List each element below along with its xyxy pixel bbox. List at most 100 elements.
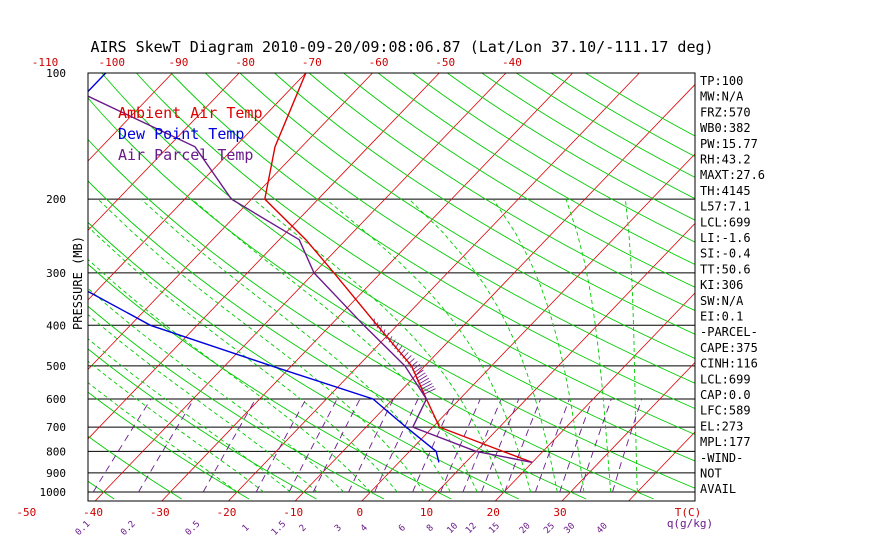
isotherm (494, 292, 695, 501)
isotherm (228, 73, 640, 501)
mixing-ratio-line (92, 398, 152, 493)
index-item: RH:43.2 (700, 153, 751, 167)
plot-frame (87, 72, 696, 502)
dry-adiabat (481, 73, 695, 200)
dry-adiabat (88, 180, 587, 500)
dry-adiabat (88, 138, 654, 500)
pressure-tick-label: 800 (46, 445, 66, 458)
mixing-ratio-label: 0.5 (184, 519, 203, 538)
moist-adiabat (325, 198, 532, 493)
moist-adiabat (565, 198, 612, 493)
bottom-temp-tick-label: -30 (150, 506, 170, 519)
pressure-tick-label: 700 (46, 421, 66, 434)
moist-adiabat (88, 287, 345, 493)
index-item: LFC:589 (700, 404, 751, 418)
index-item: TH:4145 (700, 184, 751, 198)
index-item: TT:50.6 (700, 262, 751, 276)
isotherm (88, 73, 240, 232)
bottom-temp-tick-label: -40 (83, 506, 103, 519)
bottom-temp-tick-label: 30 (553, 506, 566, 519)
mixing-ratio-label: 30 (563, 521, 578, 536)
cape-hatch (382, 329, 386, 336)
dry-adiabat (377, 73, 695, 266)
isotherm (561, 361, 695, 501)
dry-adiabat (412, 73, 695, 243)
isotherm (88, 73, 307, 301)
top-temp-tick-label: -100 (98, 56, 125, 69)
index-item: WB0:382 (700, 121, 751, 135)
index-item: KI:306 (700, 278, 743, 292)
dry-adiabat (239, 73, 695, 359)
dry-adiabat (88, 97, 695, 489)
moist-adiabat (624, 199, 638, 493)
moist-adiabat (252, 198, 505, 493)
bottom-temp-tick-label: 10 (420, 506, 433, 519)
series-ambient-air-temp (264, 73, 533, 464)
index-item: EI:0.1 (700, 310, 743, 324)
pressure-tick-label: 100 (46, 67, 66, 80)
top-temp-tick-label: -50 (435, 56, 455, 69)
top-temp-tick-label: -80 (235, 56, 255, 69)
index-item: AVAIL (700, 482, 736, 496)
mixing-ratio-label: 10 (445, 521, 460, 536)
legend-entry: Air Parcel Temp (118, 146, 253, 164)
cape-hatch (391, 339, 396, 346)
legend-entry: Ambient Air Temp (118, 104, 263, 122)
moist-adiabat (88, 338, 291, 493)
mixing-ratio-line (579, 398, 612, 493)
mixing-ratio-label: 0.1 (74, 519, 93, 538)
dry-adiabat (88, 263, 452, 500)
mixing-ratio-label: 8 (425, 523, 436, 534)
bottom-temp-tick-label: 0 (357, 506, 364, 519)
dry-adiabat (101, 73, 695, 462)
bottom-temp-tick-label: -50 (16, 506, 36, 519)
dry-adiabat (88, 348, 317, 500)
moist-adiabat (88, 258, 371, 493)
mixing-ratio-line (534, 398, 570, 493)
index-item: CAP:0.0 (700, 388, 751, 402)
cape-hatch (385, 332, 389, 340)
moist-adiabat (492, 198, 585, 493)
moist-adiabat (97, 198, 425, 493)
pressure-tick-label: 200 (46, 193, 66, 206)
dry-adiabat (170, 73, 695, 410)
chart-title: AIRS SkewT Diagram 2010-09-20/09:08:06.8… (90, 38, 713, 56)
mixing-ratio-label: 20 (518, 521, 533, 536)
top-temp-tick-label: -70 (302, 56, 322, 69)
index-item: MW:N/A (700, 90, 744, 104)
dry-adiabat (516, 73, 695, 178)
dry-adiabat (274, 73, 695, 335)
mixing-ratio-line (481, 398, 520, 493)
mixing-ratio-label: 40 (595, 521, 610, 536)
index-item: SI:-0.4 (700, 247, 751, 261)
temp-unit-label: T(C) (675, 506, 702, 519)
dry-adiabat (343, 73, 695, 288)
mixing-ratio-line (255, 398, 307, 493)
mixing-ratio-label: 3 (333, 523, 344, 534)
top-temp-tick-label: -40 (502, 56, 522, 69)
mixing-ratio-line (374, 398, 419, 493)
dry-adiabat (447, 73, 695, 221)
cape-hatch (420, 383, 433, 390)
index-item: MPL:177 (700, 435, 751, 449)
mixing-ratio-line (202, 398, 256, 493)
index-item: PW:15.77 (700, 137, 758, 151)
mixing-ratio-label: 25 (542, 521, 557, 536)
mixing-ratio-line (312, 398, 361, 493)
top-temp-tick-label: -60 (369, 56, 389, 69)
isotherm (88, 73, 173, 162)
dry-adiabat (550, 73, 695, 158)
mixing-ratio-label: 15 (487, 521, 502, 536)
series-air-parcel-temp (88, 95, 533, 464)
dry-adiabat (205, 73, 695, 384)
index-item: TP:100 (700, 74, 743, 88)
top-temp-tick-label: -90 (169, 56, 189, 69)
bottom-temp-tick-label: -10 (283, 506, 303, 519)
bottom-temp-tick-label: 20 (487, 506, 500, 519)
moist-adiabat (88, 225, 398, 493)
mixing-ratio-line (559, 398, 593, 493)
mixing-ratio-line (504, 398, 542, 493)
dry-adiabat (88, 221, 519, 500)
index-item: LCL:699 (700, 215, 751, 229)
